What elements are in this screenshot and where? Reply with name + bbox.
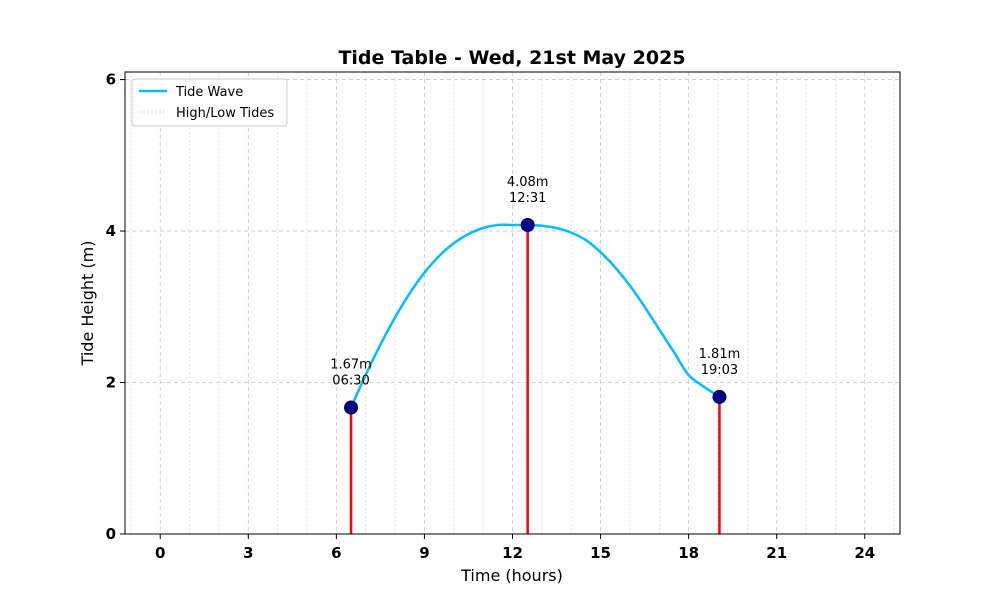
y-ticks: 0 2 4 6 (106, 71, 125, 543)
legend-box (131, 78, 288, 127)
y-tick-label: 2 (106, 374, 116, 392)
tide-time-label: 12:31 (509, 191, 546, 206)
x-tick-label: 0 (155, 544, 165, 562)
legend-tide-wave-label: Tide Wave (175, 85, 243, 100)
x-tick-label: 18 (678, 544, 699, 562)
x-tick-label: 12 (502, 544, 523, 562)
tide-marker (712, 389, 727, 404)
tide-markers (344, 217, 727, 415)
x-ticks: 0 3 6 9 12 15 18 21 24 (155, 534, 875, 562)
tide-height-label: 1.67m (330, 358, 372, 373)
tide-wave-layer (349, 223, 721, 409)
y-tick-label: 0 (106, 525, 116, 543)
legend: Tide Wave High/Low Tides (131, 78, 288, 127)
tide-height-label: 4.08m (507, 175, 549, 190)
x-tick-label: 3 (243, 544, 253, 562)
y-tick-label: 6 (106, 71, 116, 89)
x-tick-label: 15 (590, 544, 611, 562)
tide-marker (520, 217, 535, 232)
x-tick-label: 6 (331, 544, 341, 562)
x-tick-label: 24 (854, 544, 875, 562)
tide-time-label: 19:03 (701, 363, 738, 378)
chart-title: Tide Table - Wed, 21st May 2025 (338, 47, 685, 69)
tide-height-label: 1.81m (699, 347, 741, 362)
grid-layer (125, 72, 900, 535)
x-tick-label: 21 (766, 544, 787, 562)
tide-stems (349, 224, 721, 534)
y-axis-label: Tide Height (m) (78, 241, 97, 367)
x-tick-label: 9 (419, 544, 429, 562)
tide-wave-line (349, 223, 721, 409)
y-tick-label: 4 (106, 222, 116, 240)
x-axis-label: Time (hours) (460, 566, 563, 585)
tide-marker (344, 400, 359, 415)
tide-time-label: 06:30 (332, 374, 369, 389)
legend-high-low-label: High/Low Tides (176, 106, 274, 121)
